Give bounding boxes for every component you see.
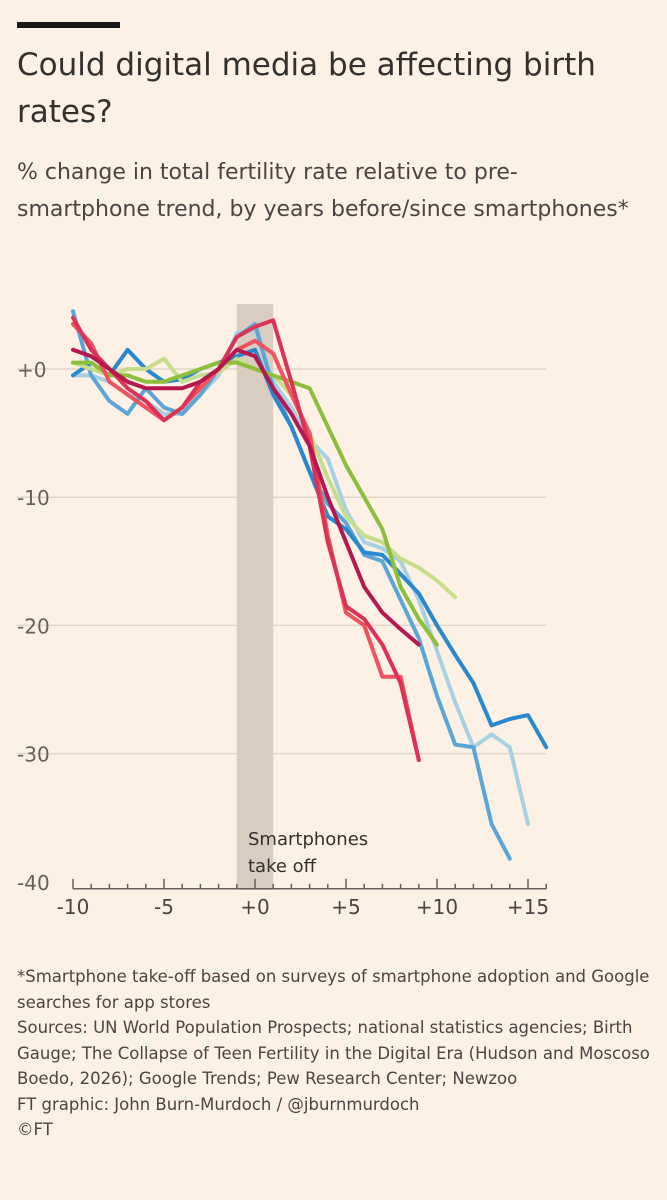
series-line-6 — [71, 322, 421, 762]
credit: FT graphic: John Burn-Murdoch / @jburnmu… — [17, 1094, 420, 1114]
footnote: *Smartphone take-off based on surveys of… — [17, 967, 650, 1012]
smartphone-takeoff-band — [236, 304, 274, 890]
annotation-text: take off — [248, 856, 317, 877]
y-tick-label: -40 — [17, 871, 50, 895]
takeoff-annotation: Smartphones take off — [248, 829, 368, 877]
y-tick-label: -20 — [17, 614, 50, 638]
chart-title: Could digital media be affecting birth r… — [17, 47, 596, 130]
y-tick-label: +0 — [17, 358, 46, 382]
x-axis: -10 -5 +0 +5 +10 +15 — [57, 878, 549, 919]
series-line-5 — [71, 360, 439, 647]
y-tick-label: -10 — [17, 486, 50, 510]
chart-subtitle: % change in total fertility rate relativ… — [17, 160, 629, 222]
x-tick-label: +15 — [507, 895, 549, 919]
y-tick-label: -30 — [17, 743, 50, 767]
x-tick-label: +10 — [416, 895, 458, 919]
x-tick-label: -5 — [154, 895, 174, 919]
ft-top-rule — [17, 22, 120, 28]
annotation-text: Smartphones — [248, 829, 368, 850]
x-tick-label: -10 — [57, 895, 90, 919]
gridlines — [17, 368, 547, 755]
sources: Sources: UN World Population Prospects; … — [17, 1018, 650, 1088]
line-chart: -10 -5 +0 +5 +10 +15 +0 -10 -20 -30 -40 Smartphon… — [17, 304, 549, 919]
series-line-8 — [71, 347, 421, 647]
copyright: ©FT — [17, 1120, 53, 1139]
series-lines — [71, 309, 549, 861]
series-line-3 — [71, 347, 549, 750]
chart-footer: *Smartphone take-off based on surveys of… — [17, 964, 657, 1143]
x-tick-label: +0 — [240, 895, 269, 919]
y-axis-labels: +0 -10 -20 -30 -40 — [17, 358, 50, 895]
series-line-7 — [71, 315, 421, 762]
x-tick-label: +5 — [331, 895, 360, 919]
